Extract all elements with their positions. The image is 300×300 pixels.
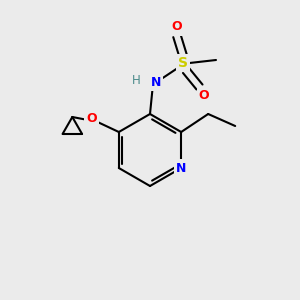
Text: S: S (178, 56, 188, 70)
Text: O: O (86, 112, 97, 125)
Text: O: O (172, 20, 182, 34)
Text: N: N (176, 161, 186, 175)
Text: O: O (199, 89, 209, 103)
Text: H: H (132, 74, 141, 88)
Text: N: N (151, 76, 161, 89)
